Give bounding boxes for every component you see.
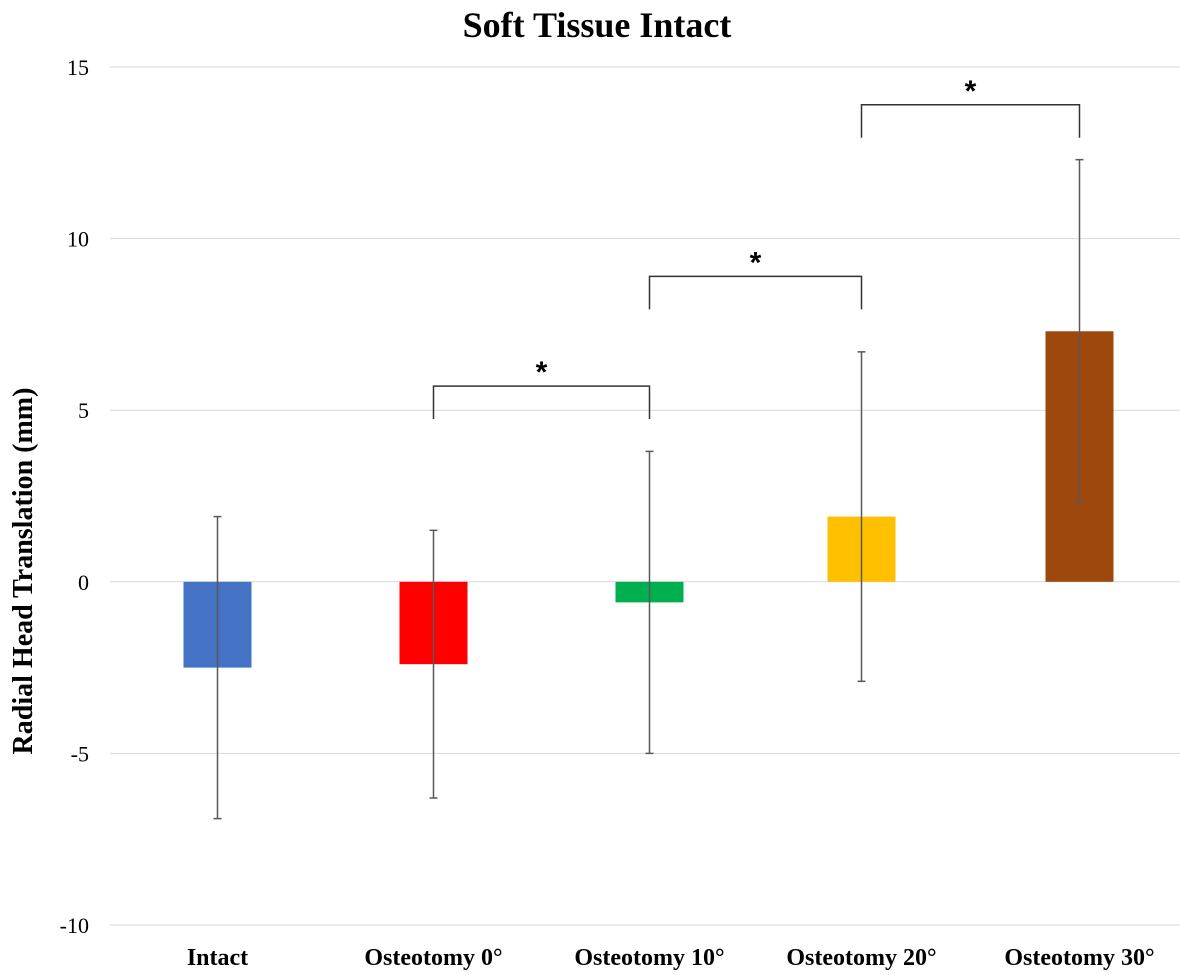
y-tick-label: 10 bbox=[67, 227, 89, 252]
error-bar bbox=[645, 450, 654, 755]
y-tick-label: 15 bbox=[67, 55, 89, 80]
y-tick-label: 0 bbox=[78, 570, 89, 595]
x-axis-ticks: Intact Osteotomy 0° Osteotomy 10° Osteotomy… bbox=[187, 945, 1155, 971]
error-bar bbox=[1075, 158, 1084, 504]
x-tick-label: Intact bbox=[187, 945, 248, 971]
significance-marker: * bbox=[536, 356, 548, 389]
error-bars bbox=[213, 158, 1084, 820]
error-bar bbox=[857, 351, 866, 683]
chart-title: Soft Tissue Intact bbox=[463, 5, 732, 45]
y-tick-label: -10 bbox=[60, 913, 89, 938]
significance-bracket bbox=[432, 385, 651, 420]
y-axis-ticks: 15 10 5 0 -5 -10 bbox=[60, 55, 89, 938]
significance-bracket bbox=[648, 275, 863, 310]
x-tick-label: Osteotomy 10° bbox=[574, 945, 724, 971]
x-tick-label: Osteotomy 20° bbox=[786, 945, 936, 971]
gridlines bbox=[110, 66, 1180, 926]
significance-brackets: * * * bbox=[432, 75, 1081, 420]
bars bbox=[183, 331, 1114, 668]
significance-marker: * bbox=[965, 75, 977, 108]
significance-bracket bbox=[860, 104, 1081, 138]
y-tick-label: -5 bbox=[71, 741, 89, 766]
x-tick-label: Osteotomy 30° bbox=[1004, 945, 1154, 971]
x-tick-label: Osteotomy 0° bbox=[364, 945, 502, 971]
y-axis-label: Radial Head Translation (mm) bbox=[8, 388, 39, 755]
error-bar bbox=[213, 515, 222, 820]
error-bar bbox=[429, 529, 438, 799]
y-tick-label: 5 bbox=[78, 398, 89, 423]
significance-marker: * bbox=[750, 246, 762, 279]
